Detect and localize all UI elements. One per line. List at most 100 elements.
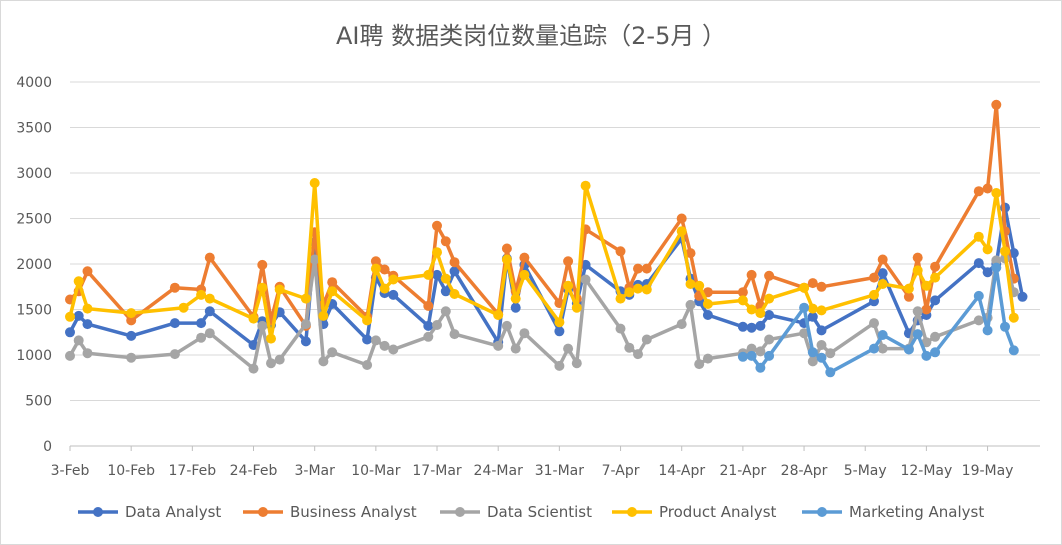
data-point-data-scientist [633, 349, 643, 360]
data-point-data-scientist [257, 320, 268, 331]
data-point-data-scientist [266, 358, 276, 369]
data-point-marketing-analyst [825, 367, 836, 378]
x-tick-label: 3-Mar [294, 463, 335, 479]
data-point-data-scientist [519, 328, 530, 339]
legend-label: Business Analyst [290, 503, 417, 521]
data-point-product-analyst [501, 254, 512, 265]
data-point-data-analyst [423, 320, 434, 331]
data-point-data-scientist [615, 323, 626, 334]
data-point-data-analyst [248, 340, 259, 350]
data-point-product-analyst [388, 274, 399, 285]
data-point-data-scientist [449, 329, 460, 340]
data-point-business-analyst [633, 263, 643, 274]
data-point-data-scientist [440, 306, 451, 317]
data-point-product-analyst [755, 308, 766, 319]
data-point-data-analyst [973, 258, 984, 269]
data-point-product-analyst [633, 283, 643, 294]
data-point-business-analyst [816, 281, 827, 292]
x-tick-label: 21-Apr [719, 463, 766, 479]
data-point-marketing-analyst [764, 350, 775, 361]
data-point-data-scientist [877, 343, 888, 354]
data-point-data-scientist [388, 344, 399, 355]
y-tick-label: 2500 [16, 212, 52, 228]
data-point-business-analyst [921, 304, 932, 315]
x-tick-label: 19-May [962, 463, 1014, 479]
x-tick-label: 14-Apr [658, 463, 705, 479]
data-point-business-analyst [877, 254, 888, 265]
data-point-product-analyst [73, 276, 84, 287]
data-point-product-analyst [982, 244, 993, 255]
data-point-data-scientist [746, 343, 757, 354]
data-point-business-analyst [641, 263, 652, 274]
y-tick-label: 0 [43, 439, 52, 455]
data-point-data-analyst [816, 325, 827, 336]
data-point-data-scientist [580, 274, 591, 285]
data-point-data-scientist [930, 331, 941, 342]
y-tick-label: 3500 [16, 121, 52, 137]
data-point-marketing-analyst [973, 290, 984, 301]
data-point-data-analyst [300, 336, 311, 347]
data-point-data-scientist [432, 320, 442, 330]
data-point-product-analyst [318, 310, 329, 321]
data-point-product-analyst [580, 180, 591, 191]
data-point-business-analyst [676, 213, 687, 224]
data-point-data-scientist [554, 360, 565, 371]
x-tick-label: 17-Mar [412, 463, 462, 479]
data-point-marketing-analyst [807, 347, 818, 358]
data-point-product-analyst [921, 280, 932, 291]
data-point-data-analyst [440, 286, 451, 297]
data-point-product-analyst [126, 308, 137, 319]
data-point-business-analyst [737, 287, 748, 298]
data-point-data-scientist [327, 347, 338, 358]
data-point-product-analyst [877, 279, 888, 289]
x-tick-label: 10-Mar [351, 463, 401, 479]
data-point-data-scientist [501, 320, 512, 331]
data-point-business-analyst [615, 246, 626, 257]
data-point-business-analyst [746, 269, 757, 280]
data-point-product-analyst [554, 317, 565, 328]
data-point-data-analyst [362, 334, 373, 345]
y-tick-label: 4000 [16, 75, 52, 91]
data-point-business-analyst [379, 264, 390, 275]
data-point-data-scientist [641, 334, 652, 345]
data-point-product-analyst [196, 289, 207, 300]
data-point-product-analyst [571, 302, 582, 313]
data-point-product-analyst [816, 305, 827, 316]
data-point-data-analyst [737, 321, 748, 332]
data-point-business-analyst [764, 270, 775, 281]
data-point-business-analyst [204, 252, 215, 263]
data-point-marketing-analyst [1000, 321, 1010, 332]
data-point-product-analyst [379, 283, 390, 294]
y-tick-label: 1500 [16, 303, 52, 319]
data-point-data-analyst [930, 295, 941, 306]
data-point-data-analyst [755, 320, 766, 331]
data-point-data-analyst [1017, 291, 1028, 302]
data-point-data-analyst [65, 327, 75, 338]
x-tick-label: 3-Feb [51, 463, 90, 479]
x-tick-label: 5-May [844, 463, 887, 479]
legend-swatch-marker [455, 507, 465, 517]
data-point-marketing-analyst [737, 351, 748, 362]
data-point-business-analyst [930, 261, 941, 272]
data-point-product-analyst [869, 289, 879, 300]
data-point-product-analyst [204, 293, 215, 304]
data-point-product-analyst [624, 287, 635, 298]
data-point-product-analyst [737, 295, 748, 306]
data-point-product-analyst [257, 282, 268, 293]
y-tick-label: 2000 [16, 257, 52, 273]
data-point-marketing-analyst [930, 347, 941, 358]
data-point-product-analyst [248, 313, 259, 324]
data-point-marketing-analyst [903, 344, 914, 355]
data-point-business-analyst [982, 183, 993, 194]
x-tick-label: 10-Feb [107, 463, 155, 479]
data-point-data-scientist [309, 254, 320, 265]
data-point-business-analyst [432, 220, 442, 231]
data-point-data-analyst [388, 289, 399, 300]
data-point-data-analyst [702, 310, 713, 320]
x-tick-label: 28-Apr [781, 463, 828, 479]
data-point-data-scientist [702, 353, 713, 364]
data-point-product-analyst [300, 293, 311, 304]
data-point-business-analyst [82, 266, 93, 277]
data-point-data-analyst [877, 268, 888, 279]
data-point-product-analyst [764, 293, 775, 304]
